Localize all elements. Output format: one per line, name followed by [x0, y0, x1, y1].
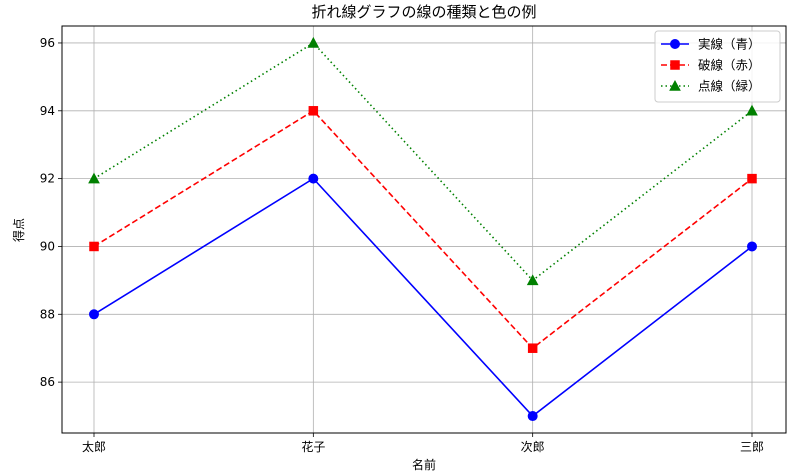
x-axis-ticks: 太郎 花子 次郎 三郎 [82, 433, 764, 454]
y-tick-label: 94 [40, 104, 55, 118]
data-point [89, 309, 99, 320]
legend-label: 破線（赤） [698, 58, 761, 73]
series-line [93, 177, 753, 418]
series-2 [89, 106, 757, 353]
legend: 実線（青） 破線（赤） 点線（緑） [654, 30, 781, 103]
data-point [526, 274, 539, 286]
data-point [88, 172, 100, 184]
y-tick-label: 96 [40, 36, 55, 50]
legend-entry: 破線（赤） [661, 58, 761, 73]
data-point [89, 241, 99, 252]
legend-marker [670, 39, 680, 49]
y-tick-label: 92 [40, 172, 55, 186]
y-axis-label: 得点 [11, 218, 26, 242]
x-tick-label: 花子 [301, 439, 325, 454]
x-tick-label: 太郎 [82, 439, 106, 454]
series-3 [88, 36, 758, 286]
series-line [93, 41, 753, 282]
x-tick-label: 三郎 [740, 440, 764, 454]
data-point [746, 104, 758, 116]
y-tick-label: 88 [40, 307, 55, 321]
legend-label: 実線（青） [698, 37, 761, 52]
y-axis-ticks: 86 88 90 92 94 96 [40, 36, 62, 389]
data-point [527, 411, 538, 422]
legend-marker [670, 60, 680, 70]
x-tick-label: 次郎 [521, 440, 545, 454]
series-line [93, 109, 753, 350]
y-tick-label: 86 [40, 375, 55, 389]
chart-title: 折れ線グラフの線の種類と色の例 [311, 3, 536, 21]
x-axis-label: 名前 [412, 457, 436, 472]
legend-entry: 点線（緑） [661, 79, 761, 94]
plot-frame [61, 25, 787, 434]
data-point [747, 241, 757, 252]
y-tick-label: 90 [40, 239, 55, 253]
legend-box [654, 30, 781, 103]
data-point [308, 173, 319, 184]
legend-entry: 実線（青） [661, 37, 761, 52]
legend-label: 点線（緑） [698, 79, 761, 94]
legend-marker [669, 79, 681, 91]
series-group [88, 36, 758, 422]
data-point [307, 36, 320, 48]
series-1 [89, 173, 757, 422]
data-point [747, 173, 757, 184]
data-point [527, 343, 538, 353]
data-point [308, 106, 319, 116]
